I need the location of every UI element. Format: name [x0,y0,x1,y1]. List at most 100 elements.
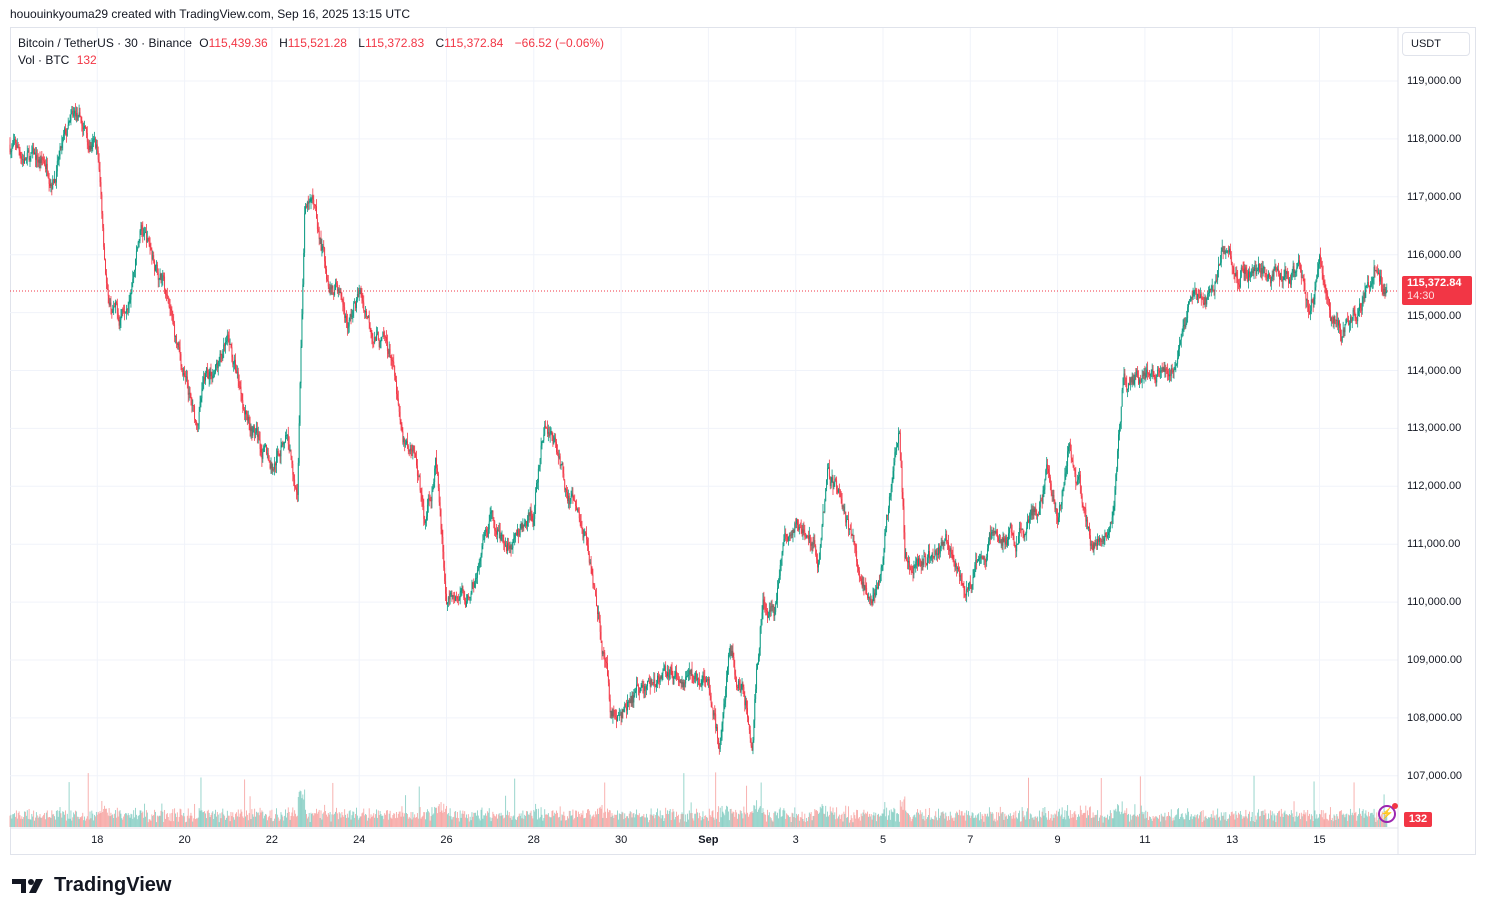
volume-bar [1339,811,1340,827]
volume-bar [79,817,81,827]
volume-bar [589,814,591,827]
candle [1023,530,1025,541]
currency-button[interactable]: USDT [1402,32,1470,56]
volume-bar [357,819,359,827]
candle [66,128,68,137]
candle [323,240,325,252]
candle [1225,249,1227,260]
volume-bar [550,817,552,827]
volume-bar [1234,819,1236,827]
candle [1386,283,1388,293]
candle [1367,275,1369,289]
candle [35,146,36,168]
symbol-title[interactable]: Bitcoin / TetherUS · 30 · Binance [18,36,192,50]
candle [373,341,375,348]
tradingview-logo[interactable]: TradingView [12,874,171,897]
volume-bar [725,809,727,827]
volume-bar [656,812,658,827]
volume-bar [267,817,269,827]
volume-bar [567,818,569,827]
volume-bar [868,813,870,827]
candle [71,105,73,115]
volume-bar [1299,813,1300,827]
candle [700,679,702,688]
candle [105,258,106,276]
volume-bar [719,807,721,827]
candle [1170,364,1172,382]
volume-bar [991,812,993,827]
volume-bar [182,816,184,827]
candle [785,528,787,541]
volume-bar [365,813,367,827]
volume-bar [1242,816,1244,827]
candle [165,289,167,302]
candle [205,370,206,385]
volume-bar [983,821,985,827]
candle [1092,540,1094,553]
candle [524,518,526,527]
candle [973,568,975,579]
candle [102,210,104,232]
candle [523,524,525,532]
volume-bar [230,811,232,827]
volume-bar [1282,816,1284,827]
candle [567,489,569,509]
volume-bar [1161,815,1163,827]
candle [39,151,41,172]
volume-bar [167,817,169,827]
volume-bar [18,811,20,827]
candle [1161,362,1163,374]
candle [587,536,588,551]
candle [1377,264,1379,276]
candle [698,672,700,690]
volume-bar [1066,810,1068,827]
candle [801,525,803,537]
volume-bar [50,818,52,827]
volume-bar [115,817,117,827]
volume-bar [1319,814,1321,827]
candle [1273,266,1275,281]
volume-title[interactable]: Vol · BTC [18,53,70,67]
candle [655,684,657,688]
candle [382,331,384,337]
candle [563,466,565,481]
volume-bar [904,796,906,827]
candle [1296,262,1298,277]
y-tick-label: 115,000.00 [1407,309,1462,322]
candle [15,139,17,151]
candle [899,429,901,461]
candle [426,498,428,521]
candle [1209,285,1210,297]
candle [452,595,454,600]
volume-bar [979,812,981,827]
candle [199,395,201,412]
candle [1028,512,1030,530]
volume-bar [40,817,42,827]
candle [779,559,781,580]
volume-bar [668,810,670,827]
candle [1369,285,1370,294]
candle [961,572,963,586]
candle [888,505,889,522]
volume-bar [1009,813,1011,827]
candle [47,170,49,179]
candle [1239,270,1241,289]
lightning-icon[interactable]: ⚡ [1378,803,1398,823]
candle [598,611,600,623]
volume-bar [164,809,166,827]
chart-credit: hououinkyouma29 created with TradingView… [10,7,411,21]
candle [1139,374,1141,385]
volume-bar [597,808,598,827]
volume-bar [1169,816,1171,827]
volume-bar [909,817,911,827]
volume-bar [95,816,96,827]
candle [1078,471,1079,485]
volume-bar [695,813,697,827]
candle [56,154,58,177]
volume-bar [898,814,899,827]
volume-bar [1244,816,1246,827]
candle [450,590,452,597]
candle [403,436,405,447]
volume-bar [1196,815,1198,827]
